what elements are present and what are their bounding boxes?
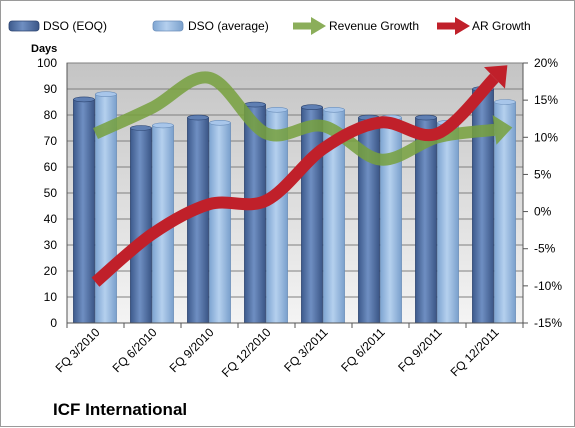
y-left-tick-label: 60 xyxy=(44,160,58,174)
legend-label: AR Growth xyxy=(472,19,531,33)
y-right-tick-label: -15% xyxy=(534,316,562,330)
y-left-tick-label: 50 xyxy=(44,186,58,200)
bar-dso-eoq xyxy=(74,99,95,323)
bar-dso-eoq xyxy=(131,128,152,323)
bar-cap xyxy=(188,115,209,120)
bar-cap xyxy=(131,126,152,131)
legend-swatch xyxy=(9,21,39,31)
y-right-tick-label: 5% xyxy=(534,167,552,181)
bar-cap xyxy=(267,107,288,112)
y-right-tick-label: -10% xyxy=(534,279,562,293)
y-left-tick-label: 20 xyxy=(44,264,58,278)
bar-dso-average xyxy=(381,118,402,323)
x-tick-label: FQ 9/2011 xyxy=(395,325,445,375)
bar-cap xyxy=(302,105,323,110)
bar-cap xyxy=(416,115,437,120)
legend-arrowhead xyxy=(311,17,326,35)
y-left-tick-label: 30 xyxy=(44,238,58,252)
legend: DSO (EOQ) DSO (average) Revenue Growth AR G… xyxy=(9,17,531,35)
bar-cap xyxy=(324,107,345,112)
x-tick-label: FQ 3/2010 xyxy=(53,325,103,375)
legend-swatch xyxy=(437,17,470,35)
y-right-tick-label: 0% xyxy=(534,205,552,219)
y-right-tick-label: 15% xyxy=(534,93,558,107)
bar-dso-average xyxy=(438,123,459,323)
x-tick-label: FQ 12/2010 xyxy=(219,325,274,380)
legend-label: DSO (average) xyxy=(188,19,269,33)
x-tick-label: FQ 6/2011 xyxy=(338,325,388,375)
x-tick-label: FQ 9/2010 xyxy=(167,325,217,375)
x-tick-label: FQ 6/2010 xyxy=(110,325,160,375)
y-left-tick-label: 80 xyxy=(44,108,58,122)
y-right-tick-label: -5% xyxy=(534,242,556,256)
y-left-tick-label: 90 xyxy=(44,82,58,96)
legend-swatch xyxy=(153,21,183,31)
bar-cap xyxy=(74,97,95,102)
y-left-axis-title: Days xyxy=(31,43,57,55)
y-left-tick-label: 100 xyxy=(37,56,57,70)
y-left-tick-label: 0 xyxy=(50,316,57,330)
y-right-tick-label: 10% xyxy=(534,130,558,144)
bar-cap xyxy=(495,100,516,105)
bar-dso-eoq xyxy=(188,118,209,323)
x-tick-label: FQ 12/2011 xyxy=(448,325,502,379)
bar-dso-average xyxy=(267,110,288,323)
x-tick-label: FQ 3/2011 xyxy=(281,325,331,375)
y-left-tick-label: 40 xyxy=(44,212,58,226)
bar-cap xyxy=(245,102,266,107)
bar-dso-eoq xyxy=(473,89,494,323)
footer-title: ICF International xyxy=(53,400,187,419)
y-left-tick-label: 10 xyxy=(44,290,58,304)
legend-swatch xyxy=(293,17,326,35)
bar-cap xyxy=(210,120,231,125)
bar-dso-eoq xyxy=(302,107,323,323)
bar-dso-average xyxy=(210,123,231,323)
legend-label: DSO (EOQ) xyxy=(43,19,107,33)
legend-arrowhead xyxy=(455,17,470,35)
y-right-tick-label: 20% xyxy=(534,56,558,70)
legend-label: Revenue Growth xyxy=(329,19,419,33)
bar-cap xyxy=(96,92,117,97)
bar-cap xyxy=(153,123,174,128)
y-left-tick-label: 70 xyxy=(44,134,58,148)
